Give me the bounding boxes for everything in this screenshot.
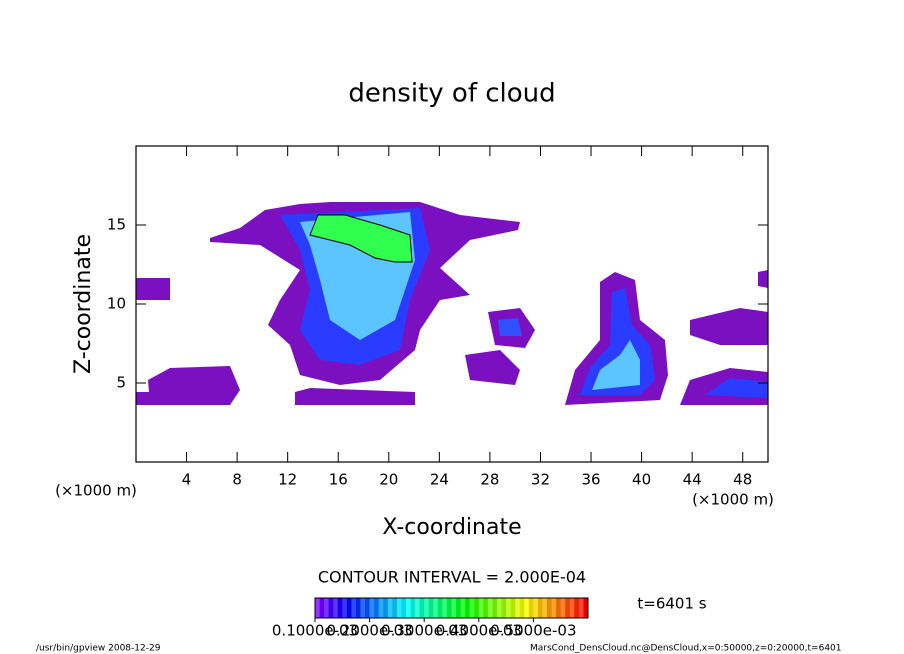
colorbar-swatch [519, 598, 525, 618]
colorbar-label: 0.3000e-03 [381, 622, 467, 640]
footer-right: MarsCond_DensCloud.nc@DensCloud,x=0:5000… [530, 644, 842, 654]
colorbar-swatch [533, 598, 539, 618]
colorbar-swatch [442, 598, 448, 618]
colorbar-swatch [415, 598, 421, 618]
colorbar-swatch [451, 598, 457, 618]
colorbar-swatch [419, 598, 425, 618]
x-tick-label: 12 [278, 471, 297, 489]
colorbar-swatch [319, 598, 325, 618]
colorbar-swatch [342, 598, 348, 618]
colorbar-swatch [506, 598, 512, 618]
x-tick-label: 32 [531, 471, 550, 489]
x-tick-label: 16 [329, 471, 348, 489]
x-tick-label: 28 [480, 471, 499, 489]
x-unit-label: (×1000 m) [55, 482, 137, 500]
colorbar-swatch [574, 598, 580, 618]
colorbar-swatch [483, 598, 489, 618]
colorbar-swatch [369, 598, 375, 618]
cloud-field [136, 202, 768, 405]
x-tick-label: 4 [182, 471, 192, 489]
colorbar-swatch [460, 598, 466, 618]
colorbar-swatch [537, 598, 543, 618]
colorbar-swatch [396, 598, 402, 618]
colorbar-swatch [547, 598, 553, 618]
colorbar-swatch [487, 598, 493, 618]
x-tick-label: 48 [733, 471, 752, 489]
colorbar-label: 0.5000e-03 [490, 622, 576, 640]
colorbar-label: 0.2000e-03 [326, 622, 412, 640]
colorbar-swatch [378, 598, 384, 618]
colorbar-swatch [469, 598, 475, 618]
colorbar-swatch [560, 598, 566, 618]
colorbar-swatch [346, 598, 352, 618]
colorbar-swatch [528, 598, 534, 618]
colorbar-swatch [333, 598, 339, 618]
colorbar-swatch [392, 598, 398, 618]
x-tick-label: 44 [683, 471, 702, 489]
colorbar-swatch [569, 598, 575, 618]
colorbar-swatch [465, 598, 471, 618]
x-axis-title: X-coordinate [382, 515, 521, 540]
chart-title: density of cloud [348, 79, 555, 109]
colorbar-swatch [351, 598, 357, 618]
y-tick-label: 15 [107, 216, 126, 234]
colorbar-swatch [401, 598, 407, 618]
colorbar-swatch [387, 598, 393, 618]
colorbar-swatch [424, 598, 430, 618]
y-axis-title: Z-coordinate [71, 234, 96, 374]
colorbar-swatch [497, 598, 503, 618]
colorbar-swatch [355, 598, 361, 618]
colorbar-frame [314, 597, 589, 619]
plot-frame [135, 145, 769, 463]
colorbar-swatch [492, 598, 498, 618]
y-unit-label: (×1000 m) [692, 491, 774, 509]
colorbar-swatch [515, 598, 521, 618]
colorbar-swatch [374, 598, 380, 618]
colorbar-swatch [510, 598, 516, 618]
colorbar-swatch [501, 598, 507, 618]
colorbar-swatch [456, 598, 462, 618]
colorbar-swatch [410, 598, 416, 618]
colorbar-swatch [360, 598, 366, 618]
colorbar-swatch [365, 598, 371, 618]
colorbar-swatch [446, 598, 452, 618]
colorbar-swatch [315, 598, 321, 618]
footer-left: /usr/bin/gpview 2008-12-29 [36, 644, 161, 654]
y-tick-label: 5 [116, 374, 126, 392]
colorbar-label: 0.4000e-03 [436, 622, 522, 640]
x-tick-label: 8 [232, 471, 242, 489]
colorbar-swatch [433, 598, 439, 618]
colorbar-swatch [406, 598, 412, 618]
colorbar-swatch [583, 598, 589, 618]
colorbar-swatch [551, 598, 557, 618]
colorbar-swatch [324, 598, 330, 618]
x-tick-label: 24 [430, 471, 449, 489]
colorbar-swatch [478, 598, 484, 618]
time-label: t=6401 s [637, 595, 706, 613]
colorbar-swatch [524, 598, 530, 618]
colorbar-swatch [328, 598, 334, 618]
colorbar [315, 598, 589, 618]
x-tick-label: 20 [379, 471, 398, 489]
colorbar-swatch [474, 598, 480, 618]
x-tick-label: 36 [581, 471, 600, 489]
colorbar-swatch [428, 598, 434, 618]
colorbar-swatch [383, 598, 389, 618]
contour-interval: CONTOUR INTERVAL = 2.000E-04 [318, 568, 586, 587]
y-tick-label: 10 [107, 295, 126, 313]
colorbar-swatch [578, 598, 584, 618]
colorbar-swatch [337, 598, 343, 618]
x-tick-label: 40 [632, 471, 651, 489]
colorbar-swatch [437, 598, 443, 618]
colorbar-swatch [565, 598, 571, 618]
colorbar-label: 0.1000e-03 [272, 622, 358, 640]
colorbar-swatch [556, 598, 562, 618]
colorbar-swatch [542, 598, 548, 618]
